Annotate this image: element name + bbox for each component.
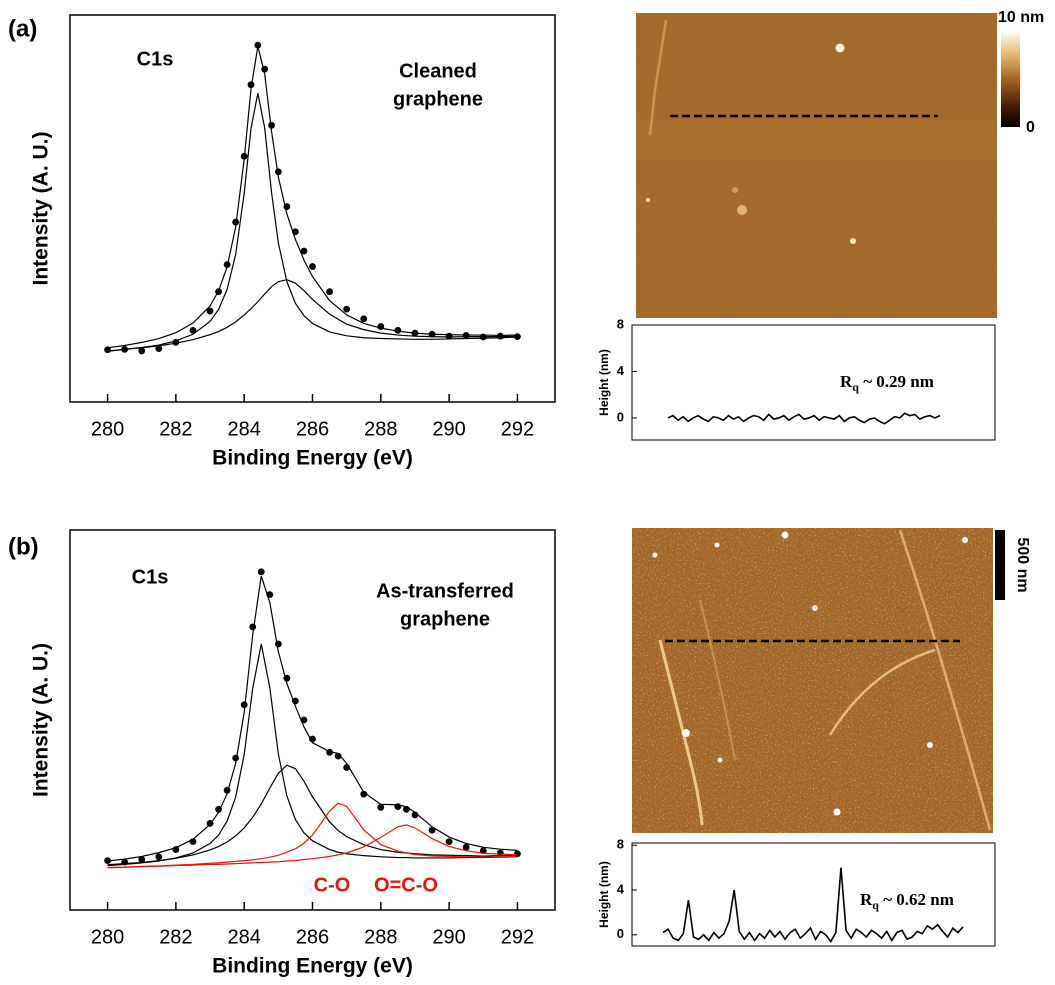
data-point (206, 307, 214, 315)
annotation: C1s (137, 48, 174, 70)
fit-curve (107, 643, 518, 867)
data-point (247, 81, 255, 89)
x-tick-label: 282 (159, 926, 192, 948)
x-tick-label: 292 (501, 926, 534, 948)
x-tick-label: 288 (364, 926, 397, 948)
annotation: O=C-O (374, 874, 438, 896)
data-point (240, 701, 248, 709)
fit-curve (107, 279, 518, 352)
fit-curve (107, 824, 518, 869)
y-tick-label: 4 (617, 363, 625, 378)
afm-image (636, 13, 997, 318)
data-point (309, 263, 316, 270)
data-point (300, 247, 308, 255)
data-point (334, 752, 342, 760)
annotation: As-transferred (376, 580, 514, 602)
data-point (462, 843, 470, 851)
annotation: C1s (132, 566, 169, 588)
annotation-subscript: q (852, 380, 859, 394)
data-point (360, 315, 368, 323)
x-axis-label: Binding Energy (eV) (212, 955, 413, 978)
annotation: graphene (393, 88, 483, 110)
data-point (274, 168, 282, 176)
data-point (249, 623, 257, 631)
roughness-annotation: Rq ~ 0.29 nm (840, 372, 934, 394)
y-axis-label: Height (nm) (597, 861, 611, 928)
fit-curve (107, 93, 518, 352)
annotation-value: ~ 0.62 nm (879, 890, 954, 909)
y-axis-label: Intensity (A. U.) (30, 643, 53, 797)
x-tick-label: 290 (432, 926, 465, 948)
y-axis-label: Intensity (A. U.) (30, 131, 53, 285)
data-point (326, 288, 333, 296)
data-point (254, 41, 262, 49)
scale-bar-label: 500 nm (1014, 537, 1031, 592)
y-tick-label: 0 (617, 926, 624, 941)
afm-image (632, 528, 993, 833)
x-tick-label: 288 (364, 418, 397, 440)
y-axis-label: Height (nm) (597, 349, 611, 416)
data-point (155, 853, 163, 861)
annotation-subscript: q (872, 898, 879, 912)
x-tick-label: 292 (501, 418, 534, 440)
data-point (232, 218, 240, 226)
color-bar-label: 0 (1026, 119, 1035, 136)
data-point (394, 327, 402, 334)
y-tick-label: 4 (617, 881, 625, 896)
y-tick-label: 0 (617, 409, 624, 424)
plot-frame (631, 842, 996, 947)
x-tick-label: 286 (296, 926, 329, 948)
fit-curve (107, 764, 518, 866)
panel-label: (b) (8, 533, 39, 560)
x-tick-label: 284 (228, 418, 261, 440)
data-point (445, 838, 453, 845)
annotation: C-O (314, 874, 351, 896)
data-point (257, 568, 265, 576)
annotation-symbol: R (860, 890, 873, 909)
y-tick-label: 8 (617, 837, 624, 852)
y-tick-label: 8 (617, 316, 624, 331)
data-point (189, 327, 197, 334)
data-point (268, 121, 275, 129)
scale-bar: 500 nm (995, 530, 1031, 600)
roughness-annotation: Rq ~ 0.62 nm (860, 890, 954, 912)
fit-curve (107, 802, 518, 869)
data-point (274, 640, 282, 648)
plot-frame (631, 324, 996, 441)
panel-label: (a) (8, 15, 37, 42)
x-tick-label: 290 (432, 418, 465, 440)
color-bar-label: 10 nm (998, 9, 1044, 26)
x-tick-label: 286 (296, 418, 329, 440)
x-tick-label: 280 (91, 418, 124, 440)
data-point (138, 856, 146, 863)
x-tick-label: 284 (228, 926, 261, 948)
fit-curve (107, 46, 518, 349)
height-profile (662, 867, 964, 943)
data-point (360, 790, 368, 798)
data-point (138, 347, 146, 355)
x-tick-label: 280 (91, 926, 124, 948)
fit-curve (107, 575, 518, 862)
plot-frame (69, 14, 556, 403)
data-point (343, 305, 351, 313)
x-tick-label: 282 (159, 418, 192, 440)
height-profile (667, 412, 941, 425)
data-point (479, 847, 487, 855)
annotation: Cleaned (399, 60, 477, 82)
x-axis-label: Binding Energy (eV) (212, 447, 413, 470)
annotation-symbol: R (840, 372, 853, 391)
data-point (377, 804, 385, 811)
data-point (155, 345, 163, 352)
color-bar: 10 nm 0 (998, 9, 1044, 136)
annotation: graphene (400, 608, 490, 630)
annotation-value: ~ 0.29 nm (859, 372, 934, 391)
